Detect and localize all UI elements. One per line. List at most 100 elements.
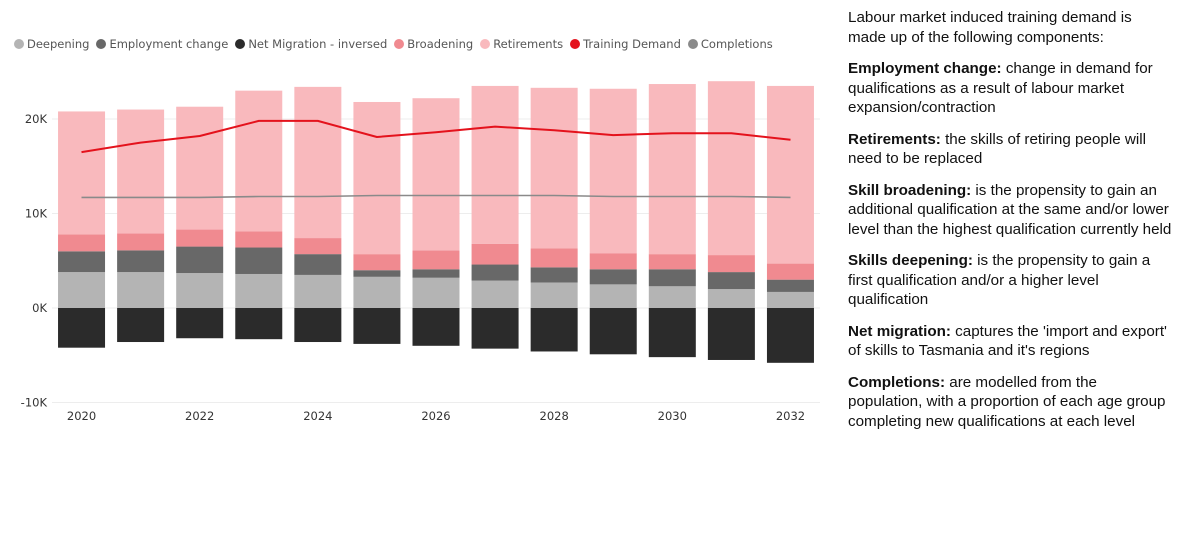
bar-segment-deepening <box>117 272 165 308</box>
panel-intro: Labour market induced training demand is… <box>848 9 1132 46</box>
panel-item-net-migration: Net migration: captures the 'import and … <box>848 322 1173 361</box>
bar-segment-broadening <box>530 248 578 268</box>
bar-segment-deepening <box>176 273 224 308</box>
bar-segment-broadening <box>707 255 755 273</box>
term-description: change in demand for qualifications as a… <box>848 60 1153 116</box>
bar-segment-deepening <box>353 276 401 308</box>
bar-segment-employment-change <box>766 279 814 292</box>
bar-segment-deepening <box>648 286 696 308</box>
x-tick-label: 2026 <box>421 409 450 423</box>
x-tick-label: 2024 <box>303 409 332 423</box>
legend-label: Broadening <box>407 37 474 51</box>
bar-segment-net-migration-inversed <box>117 308 165 343</box>
bar-stacks <box>58 81 814 363</box>
legend-label: Net Migration - inversed <box>248 37 388 51</box>
bar-segment-net-migration-inversed <box>530 308 578 352</box>
legend-swatch <box>14 39 24 49</box>
bar-segment-employment-change <box>117 250 165 273</box>
bar-segment-deepening <box>589 284 637 308</box>
bar-segment-broadening <box>648 254 696 270</box>
y-axis: 20K 10K 0K -10K <box>21 112 48 410</box>
term-description: is the propensity to gain a first qualif… <box>848 252 1151 308</box>
panel-item-retirements: Retirements: the skills of retiring peop… <box>848 130 1173 169</box>
legend-swatch <box>235 39 246 49</box>
bar-segment-deepening <box>530 282 578 308</box>
legend-item-completions[interactable]: Completions <box>687 37 773 51</box>
bar-segment-employment-change <box>353 270 401 277</box>
bar-segment-net-migration-inversed <box>353 308 401 344</box>
panel-item-skill-broadening: Skill broadening: is the propensity to g… <box>848 181 1173 240</box>
bar-segment-employment-change <box>471 264 519 281</box>
legend-swatch <box>96 39 107 49</box>
stacked-bar-chart: 20K 10K 0K -10K 2020 2022 2024 2026 2028 2030 203… <box>21 81 820 423</box>
y-tick-label: 10K <box>25 207 48 221</box>
term-label: Retirements: <box>848 130 941 148</box>
bar-segment-net-migration-inversed <box>58 308 106 348</box>
bar-segment-net-migration-inversed <box>471 308 519 349</box>
y-tick-label: 20K <box>25 112 48 126</box>
bar-stack <box>589 88 637 355</box>
bar-segment-retirements <box>353 101 401 255</box>
bar-segment-broadening <box>412 250 460 270</box>
legend-item-training-demand[interactable]: Training Demand <box>570 37 681 51</box>
x-axis: 2020 2022 2024 2026 2028 2030 2032 <box>67 409 805 423</box>
bar-stack <box>353 101 401 344</box>
bar-segment-employment-change <box>58 251 106 273</box>
bar-segment-retirements <box>766 85 814 264</box>
legend-label: Training Demand <box>583 37 681 51</box>
bar-segment-broadening <box>471 243 519 265</box>
bar-stack <box>471 85 519 349</box>
bar-segment-deepening <box>235 273 283 308</box>
bar-segment-broadening <box>294 238 342 255</box>
term-label: Employment change: <box>848 60 1002 77</box>
bar-segment-retirements <box>648 84 696 255</box>
legend-item-deepening[interactable]: Deepening <box>14 37 89 51</box>
bar-stack <box>530 87 578 352</box>
bar-segment-broadening <box>353 254 401 271</box>
bar-segment-net-migration-inversed <box>294 308 342 343</box>
bar-stack <box>707 81 755 360</box>
x-tick-label: 2020 <box>67 409 96 423</box>
bar-segment-employment-change <box>707 272 755 290</box>
bar-stack <box>117 109 165 343</box>
legend-swatch <box>394 39 405 49</box>
bar-segment-employment-change <box>589 269 637 285</box>
bar-segment-deepening <box>58 272 106 308</box>
bar-segment-broadening <box>766 263 814 280</box>
legend-item-broadening[interactable]: Broadening <box>394 37 473 51</box>
x-tick-label: 2022 <box>185 409 214 423</box>
bar-segment-retirements <box>707 81 755 256</box>
bar-segment-employment-change <box>235 247 283 274</box>
legend-item-net-migration[interactable]: Net Migration - inversed <box>235 37 387 51</box>
bar-segment-retirements <box>412 98 460 251</box>
term-label: Skill broadening: <box>848 181 972 199</box>
legend-item-retirements[interactable]: Retirements <box>480 37 563 51</box>
bar-segment-retirements <box>589 88 637 254</box>
legend-label: Completions <box>700 37 773 51</box>
legend-item-employment-change[interactable]: Employment change <box>96 37 228 51</box>
legend-swatch <box>480 39 491 49</box>
bar-segment-retirements <box>117 109 165 234</box>
bar-stack <box>176 106 224 339</box>
legend-label: Employment change <box>109 37 229 51</box>
panel-item-employment-change: Employment change: change in demand for … <box>848 59 1173 118</box>
bar-segment-net-migration-inversed <box>766 308 814 363</box>
y-tick-label: -10K <box>21 396 48 410</box>
bar-segment-net-migration-inversed <box>235 308 283 340</box>
term-description: are modelled from the population, with a… <box>848 373 1166 430</box>
line-completions <box>81 194 791 199</box>
x-tick-label: 2032 <box>776 409 805 423</box>
bar-stack <box>412 98 460 346</box>
term-description: is the propensity to gain an additional … <box>848 181 1172 238</box>
bar-segment-broadening <box>58 234 106 252</box>
bar-segment-deepening <box>412 277 460 308</box>
bar-segment-broadening <box>589 253 637 270</box>
bar-segment-retirements <box>58 111 106 235</box>
bar-segment-employment-change <box>412 269 460 278</box>
bar-segment-deepening <box>766 291 814 308</box>
bar-segment-deepening <box>707 289 755 308</box>
bar-segment-retirements <box>471 85 519 244</box>
bar-segment-net-migration-inversed <box>648 308 696 358</box>
term-description: captures the 'import and export' of skil… <box>848 322 1167 360</box>
bar-segment-employment-change <box>530 267 578 283</box>
